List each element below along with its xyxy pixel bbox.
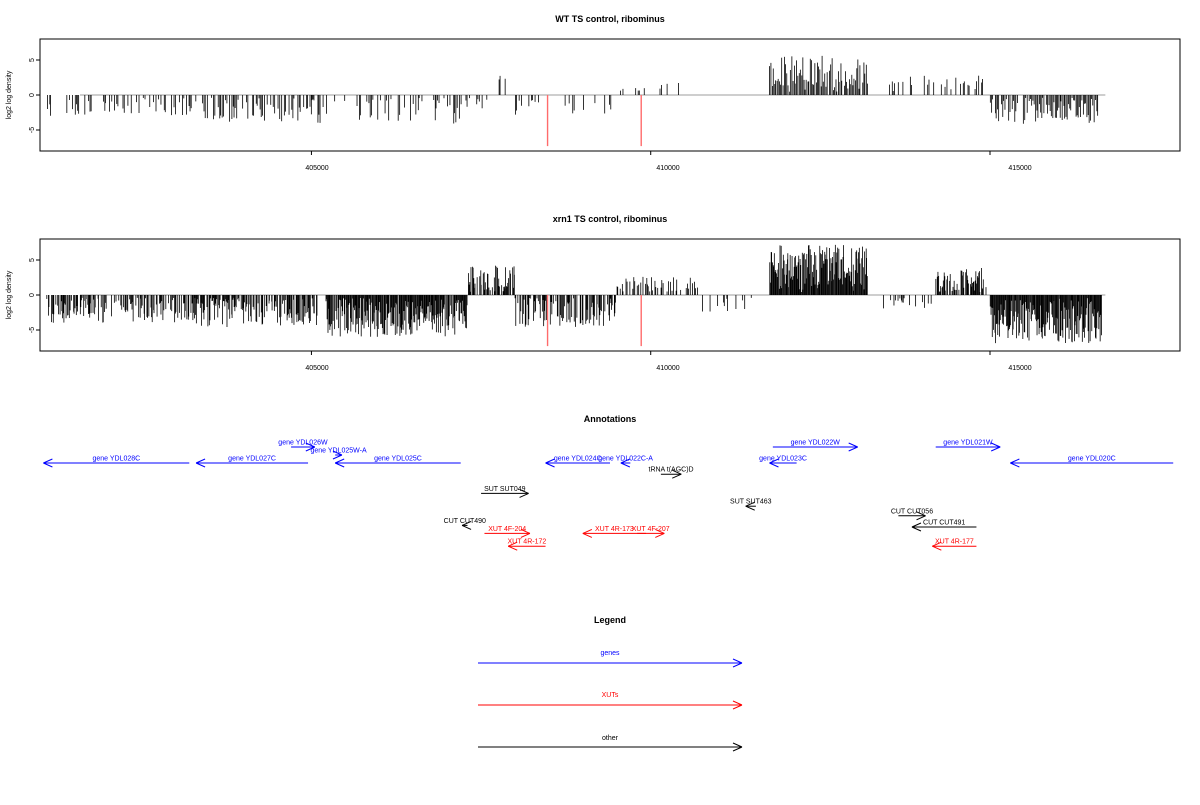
xrn1-y-axis-label: log2 log density [6,270,13,319]
feature-arrow [545,458,610,468]
feature-arrow [637,528,665,538]
wt-coverage-bars [36,55,1106,155]
feature-arrow [620,458,631,468]
legend-label-genes: genes [600,650,620,657]
feature-label: XUT 4R-172 [507,539,546,546]
feature-arrow [1010,458,1174,468]
feature-arrow [769,458,797,468]
feature-arrow [291,442,316,452]
feature-arrow [582,528,646,538]
legend-arrows [478,658,743,752]
feature-arrow [932,541,977,551]
feature-label: tRNA t(AGC)D [649,467,694,474]
feature-arrow [898,511,926,521]
feature-arrow [508,541,546,551]
feature-arrow [772,442,858,452]
feature-arrow [478,700,743,710]
wt-y-axis-label: log2 log density [6,70,13,119]
annotations-track: Annotations gene YDL028C gene YDL027C gene… [43,414,1174,551]
xrn1-ytick-label-neg5: -5 [29,327,36,333]
legend-title: Legend [594,615,626,625]
feature-arrow [660,469,682,479]
feature-arrow [935,442,1001,452]
annotations-title: Annotations [584,414,637,424]
legend-label-other: other [602,735,619,742]
feature-label: gene YDL022C-A [598,456,653,463]
feature-label: gene YDL027C [228,456,276,463]
wt-coverage-panel: WT TS control, ribominus log2 log densit… [6,14,1181,172]
xrn1-coverage-bars [36,244,1106,355]
feature-label: SUT SUT463 [730,499,772,506]
feature-label: gene YDL021W [943,440,993,447]
feature-label: gene YDL025C [374,456,422,463]
wt-xtick-label-415000: 415000 [1008,165,1031,172]
wt-ytick-label-neg5: -5 [29,127,36,133]
feature-arrow [911,522,977,532]
feature-label: gene YDL028C [92,456,140,463]
feature-label: XUT 4R-177 [935,539,974,546]
wt-xtick-label-410000: 410000 [656,165,679,172]
feature-label: gene YDL026W [278,440,328,447]
feature-arrow [481,488,529,498]
feature-label: XUT 4R-173 [595,526,634,533]
feature-label: SUT SUT049 [484,486,526,493]
wt-xtick-label-405000: 405000 [305,165,328,172]
xrn1-ytick-label-5: 5 [29,258,36,262]
feature-arrow [745,501,756,511]
xrn1-coverage-panel: xrn1 TS control, ribominus log2 log dens… [6,214,1181,372]
feature-label: CUT CUT490 [444,518,486,525]
xrn1-xtick-label-405000: 405000 [305,365,328,372]
feature-arrow [43,458,190,468]
feature-label: CUT CUT056 [891,508,933,515]
wt-ytick-label-0: 0 [29,93,36,97]
legend: Legend genes XUTs other [478,615,743,752]
feature-arrow [478,658,743,668]
feature-arrow [478,742,743,752]
feature-label: gene YDL020C [1068,456,1116,463]
xrn1-panel-title: xrn1 TS control, ribominus [553,214,668,224]
wt-panel-title: WT TS control, ribominus [555,14,665,24]
feature-arrow [461,520,472,530]
legend-label-xuts: XUTs [602,692,619,699]
feature-label: gene YDL025W-A [310,448,366,455]
feature-label: gene YDL023C [759,456,807,463]
feature-label: CUT CUT491 [923,520,965,527]
feature-arrow [484,528,531,538]
wt-ytick-label-5: 5 [29,58,36,62]
feature-arrow [334,458,461,468]
xrn1-xtick-label-415000: 415000 [1008,365,1031,372]
feature-label: XUT 4F-207 [632,526,670,533]
xrn1-xtick-label-410000: 410000 [656,365,679,372]
feature-label: XUT 4F-204 [488,526,526,533]
feature-arrow [195,458,309,468]
feature-label: gene YDL022W [791,440,841,447]
xrn1-ytick-label-0: 0 [29,293,36,297]
feature-label: gene YDL024C [554,456,602,463]
feature-arrow [332,450,343,460]
